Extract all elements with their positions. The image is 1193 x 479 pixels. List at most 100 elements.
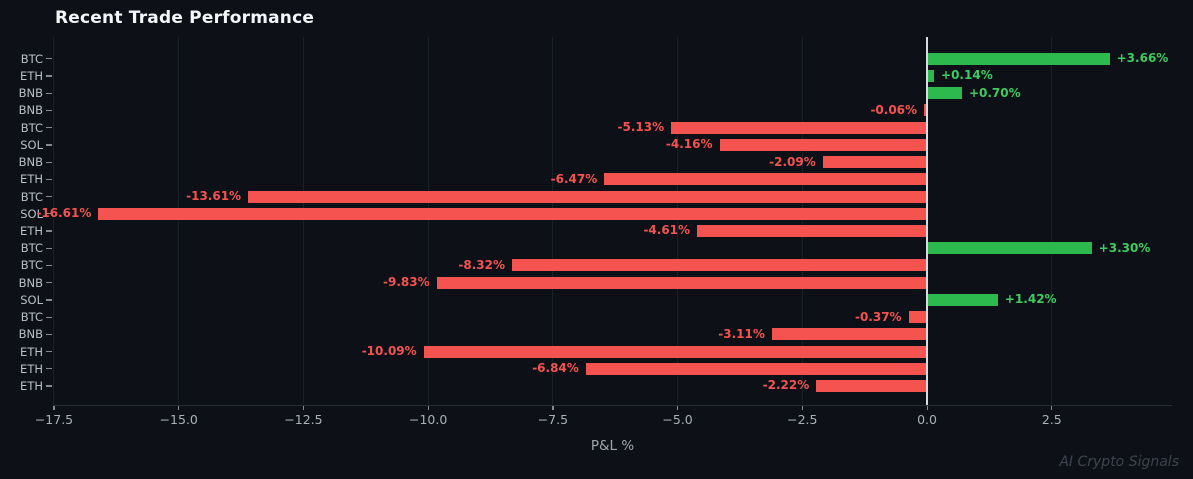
value-label: -16.61% <box>36 206 92 221</box>
y-tick-mark <box>46 351 52 353</box>
bar-bnb <box>771 328 928 341</box>
x-tick-label: 0.0 <box>917 412 937 427</box>
y-tick-mark <box>46 144 52 146</box>
bar-btc <box>927 242 1092 255</box>
gridline <box>552 37 554 405</box>
value-label: -10.09% <box>361 344 417 359</box>
value-label: -2.22% <box>762 378 810 393</box>
bar-bnb <box>822 156 928 169</box>
value-label: +3.30% <box>1098 240 1151 255</box>
bar-eth <box>423 345 928 358</box>
y-category-label: BNB <box>18 103 43 118</box>
value-label: -6.47% <box>550 171 598 186</box>
x-tick-mark <box>302 406 305 410</box>
value-label: +1.42% <box>1004 292 1057 307</box>
x-axis-title: P&L % <box>590 438 635 454</box>
value-label: -4.16% <box>665 137 713 152</box>
value-label: -6.84% <box>532 361 579 376</box>
y-tick-mark <box>46 196 52 198</box>
gridline <box>801 37 803 405</box>
y-tick-mark <box>46 109 52 112</box>
y-category-label: ETH <box>20 223 43 238</box>
y-category-label: SOL <box>20 292 43 307</box>
zero-baseline <box>926 37 929 405</box>
y-category-label: ETH <box>20 344 43 359</box>
bar-eth <box>816 379 928 392</box>
y-tick-mark <box>46 368 52 370</box>
y-tick-mark <box>46 230 52 232</box>
gridline <box>53 37 55 405</box>
x-tick-label: −2.5 <box>787 412 818 427</box>
gridline <box>178 37 180 405</box>
x-tick-mark <box>801 406 803 410</box>
y-category-label: ETH <box>20 361 43 376</box>
y-category-label: BTC <box>20 51 43 66</box>
x-tick-mark <box>1051 406 1053 410</box>
x-tick-label: −12.5 <box>284 412 323 427</box>
y-tick-mark <box>46 58 52 60</box>
x-tick-label: −10.0 <box>409 412 448 427</box>
y-tick-mark <box>46 161 52 163</box>
y-category-label: SOL <box>20 206 43 221</box>
gridline <box>427 37 429 405</box>
plot-area: +3.66% +0.14% +0.70% -0.06% -5.13% -4.16% -2.0… <box>36 37 1172 406</box>
bar-bnb <box>924 104 928 117</box>
y-tick-mark <box>46 247 52 249</box>
y-category-label: BTC <box>20 241 43 256</box>
x-tick-mark <box>552 406 554 410</box>
y-category-label: BNB <box>18 327 43 342</box>
bar-eth <box>604 173 928 186</box>
y-tick-mark <box>46 316 52 318</box>
bar-sol <box>98 207 928 220</box>
y-category-label: BTC <box>20 310 43 325</box>
x-tick-mark <box>926 406 928 410</box>
value-label: +3.66% <box>1116 51 1169 66</box>
bar-btc <box>927 52 1110 65</box>
bar-eth <box>927 69 935 82</box>
y-category-label: BNB <box>18 275 43 290</box>
value-label: +0.14% <box>941 68 993 83</box>
x-tick-mark <box>53 406 55 410</box>
y-tick-mark <box>46 127 52 129</box>
bar-bnb <box>927 87 962 100</box>
value-label: -0.37% <box>854 309 902 324</box>
value-label: -13.61% <box>186 189 242 203</box>
chart-title: Recent Trade Performance <box>55 8 315 28</box>
bar-eth <box>585 362 928 375</box>
value-label: -0.06% <box>870 102 918 117</box>
x-tick-label: −15.0 <box>159 412 198 427</box>
y-category-label: ETH <box>20 68 43 83</box>
y-tick-mark <box>46 178 52 180</box>
y-category-label: BTC <box>20 120 43 135</box>
y-tick-mark <box>46 213 52 215</box>
y-tick-mark <box>46 299 52 301</box>
gridline <box>302 37 304 405</box>
y-tick-mark <box>46 333 52 335</box>
bar-sol <box>927 293 998 306</box>
y-category-label: ETH <box>20 378 43 393</box>
value-label: -5.13% <box>617 120 665 135</box>
bar-bnb <box>436 276 928 289</box>
y-category-label: BNB <box>18 155 43 170</box>
y-tick-mark <box>46 264 52 267</box>
x-tick-label: −5.0 <box>662 412 693 427</box>
value-label: -4.61% <box>643 223 691 238</box>
bar-btc <box>908 311 928 324</box>
y-category-label: BNB <box>18 86 43 101</box>
y-category-label: BTC <box>20 258 43 273</box>
value-label: -8.32% <box>458 257 505 272</box>
bar-eth <box>697 224 928 237</box>
watermark-text: AI Crypto Signals <box>1059 454 1179 470</box>
gridline <box>1051 37 1053 405</box>
y-tick-mark <box>46 75 52 77</box>
y-tick-mark <box>46 282 52 284</box>
bar-sol <box>719 138 928 151</box>
y-category-label: BTC <box>20 189 43 204</box>
value-label: -9.83% <box>383 275 430 290</box>
x-tick-label: −7.5 <box>537 412 569 427</box>
y-category-label: SOL <box>20 137 43 152</box>
y-tick-mark <box>46 385 52 387</box>
bar-btc <box>671 121 928 134</box>
value-label: -2.09% <box>769 154 816 169</box>
